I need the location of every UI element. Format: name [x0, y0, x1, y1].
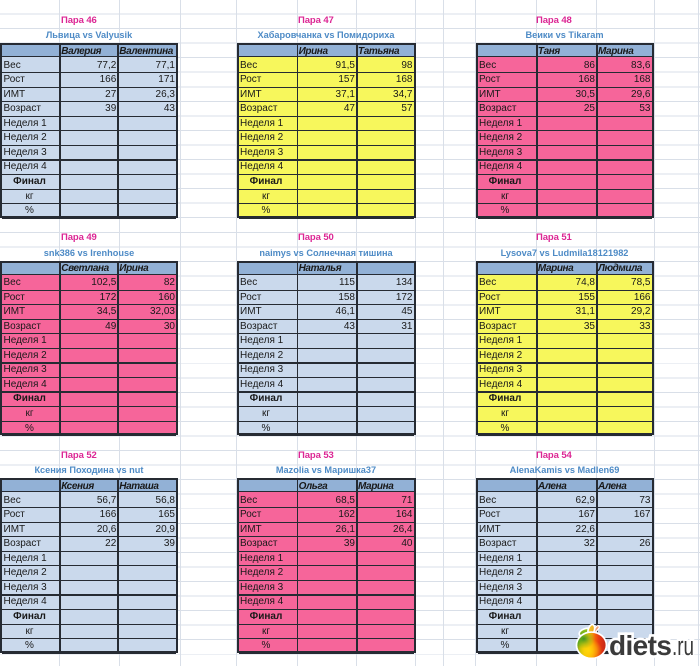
svg-text:.ru: .ru [672, 631, 694, 661]
svg-text:diets: diets [609, 630, 671, 661]
